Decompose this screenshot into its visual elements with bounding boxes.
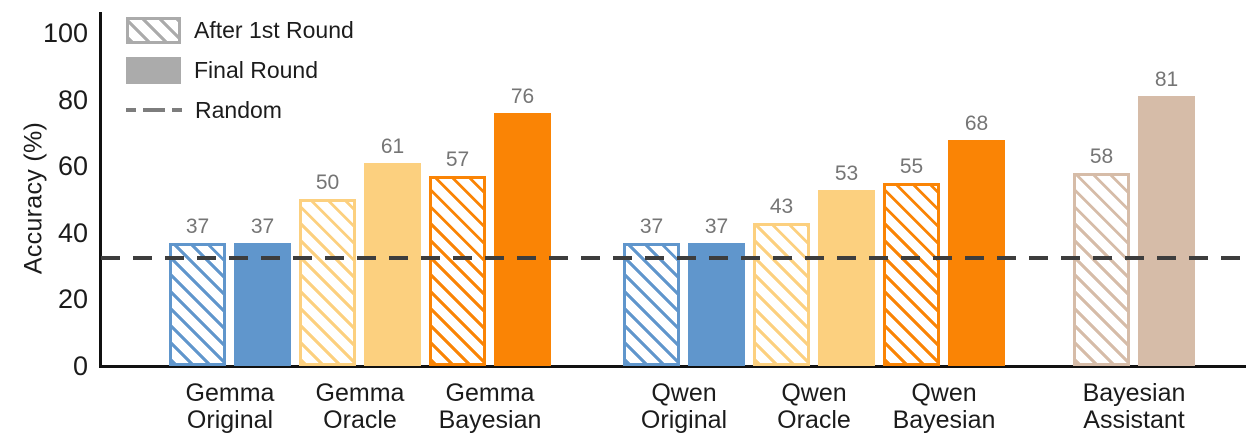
x-axis-category-label: Qwen Oracle xyxy=(777,379,851,434)
x-axis-category-label: Bayesian Assistant xyxy=(1082,379,1186,434)
x-axis-category-label: Qwen Original xyxy=(640,379,728,434)
bar-value-label: 68 xyxy=(964,112,989,135)
bar-value-label: 81 xyxy=(1154,68,1179,91)
bar-gemma-original-final-round xyxy=(234,243,291,366)
bar-qwen-bayesian-after-1st-round xyxy=(883,183,940,366)
x-axis-category-label: Gemma Oracle xyxy=(315,379,405,434)
bar-gemma-bayesian-final-round xyxy=(494,113,551,366)
y-axis-line xyxy=(99,12,102,368)
dashed-line-swatch-icon xyxy=(126,108,182,112)
legend-item-random: Random xyxy=(126,96,354,124)
bar-value-label: 58 xyxy=(1089,145,1114,168)
bar-value-label: 55 xyxy=(899,155,924,178)
bar-value-label: 37 xyxy=(185,215,210,238)
hatched-swatch-icon xyxy=(126,16,181,44)
bar-value-label: 37 xyxy=(704,215,729,238)
legend-label: Random xyxy=(195,96,282,123)
y-axis-tick-label: 60 xyxy=(57,151,88,182)
legend-label: After 1st Round xyxy=(194,16,354,43)
bar-qwen-original-final-round xyxy=(688,243,745,366)
bar-value-label: 53 xyxy=(834,162,859,185)
random-baseline-line xyxy=(101,256,1248,260)
bar-value-label: 57 xyxy=(445,148,470,171)
bar-qwen-oracle-after-1st-round xyxy=(753,223,810,366)
y-axis-label: Accuracy (%) xyxy=(19,121,48,275)
legend-item-after-1st-round: After 1st Round xyxy=(126,16,354,44)
y-axis-tick-label: 40 xyxy=(57,217,88,248)
legend-item-final-round: Final Round xyxy=(126,56,354,84)
x-axis-category-label: Gemma Bayesian xyxy=(438,379,542,434)
bar-value-label: 37 xyxy=(250,215,275,238)
bar-qwen-bayesian-final-round xyxy=(948,140,1005,366)
bar-value-label: 76 xyxy=(510,85,535,108)
bar-qwen-oracle-final-round xyxy=(818,190,875,366)
y-axis-tick-label: 80 xyxy=(57,84,88,115)
bar-bayesian-assistant-after-1st-round xyxy=(1073,173,1130,366)
y-axis-tick-label: 0 xyxy=(72,351,88,381)
legend: After 1st Round Final Round Random xyxy=(126,16,354,136)
bar-gemma-oracle-final-round xyxy=(364,163,421,366)
bar-value-label: 43 xyxy=(769,195,794,218)
x-axis-category-label: Gemma Original xyxy=(185,379,275,434)
bar-gemma-bayesian-after-1st-round xyxy=(429,176,486,366)
bar-bayesian-assistant-final-round xyxy=(1138,96,1195,366)
y-axis-tick-label: 20 xyxy=(57,284,88,315)
bar-value-label: 37 xyxy=(639,215,664,238)
bar-value-label: 61 xyxy=(380,135,405,158)
bar-gemma-oracle-after-1st-round xyxy=(299,199,356,366)
bar-gemma-original-after-1st-round xyxy=(169,243,226,366)
solid-swatch-icon xyxy=(126,56,181,84)
y-axis-tick-label: 100 xyxy=(42,18,88,48)
x-axis-category-label: Qwen Bayesian xyxy=(892,379,996,434)
legend-label: Final Round xyxy=(194,56,319,83)
bar-qwen-original-after-1st-round xyxy=(623,243,680,366)
bar-value-label: 50 xyxy=(315,171,340,194)
x-axis-line xyxy=(99,365,1246,368)
